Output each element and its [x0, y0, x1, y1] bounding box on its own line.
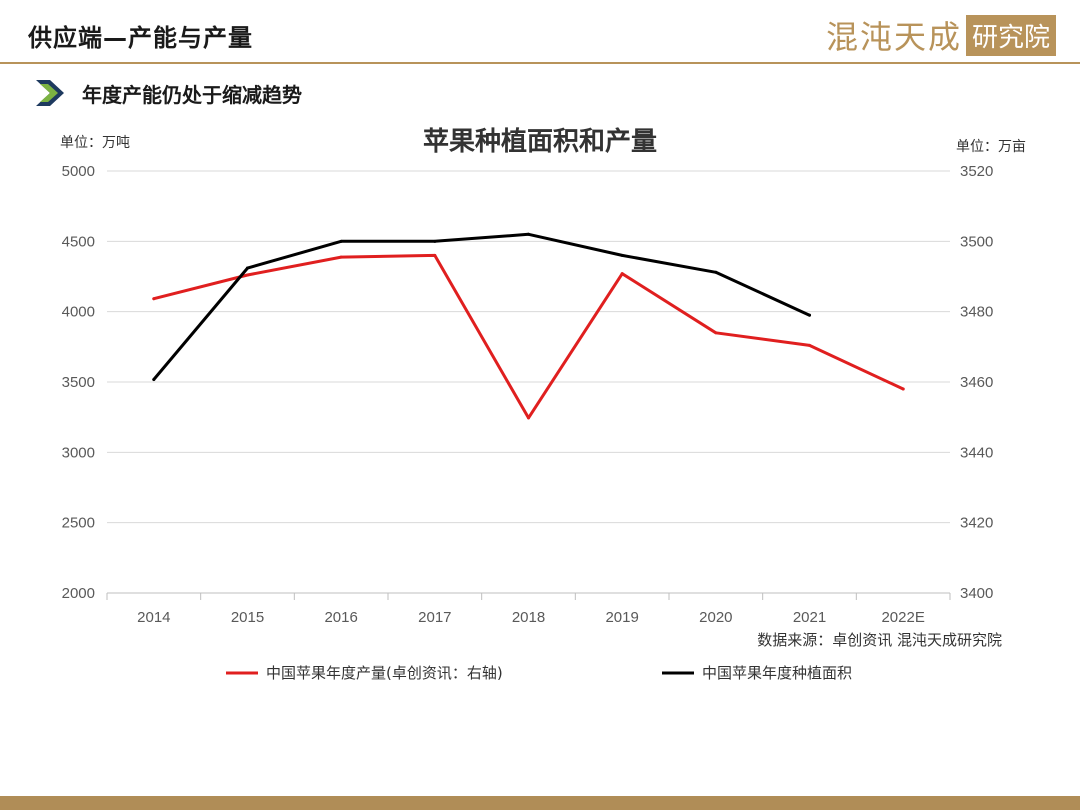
chevron-right-icon	[36, 80, 64, 106]
x-axis-tick-label: 2015	[231, 609, 264, 626]
x-axis-tick-label: 2014	[137, 609, 170, 626]
logo: 混沌天成 研究院	[826, 12, 1056, 58]
series-1-point	[152, 297, 156, 301]
series-2-point	[246, 266, 249, 270]
footer-band	[0, 796, 1080, 810]
right-axis-tick: 3460	[960, 374, 993, 391]
series-1-point	[620, 272, 624, 276]
series-2-point	[620, 253, 624, 257]
x-axis-tick-label: 2016	[324, 609, 357, 626]
left-axis-tick: 2500	[62, 515, 95, 532]
logo-seal: 研究院	[965, 14, 1056, 56]
left-axis-tick: 5000	[62, 163, 95, 180]
right-axis-tick: 3480	[960, 304, 993, 321]
series-1-point	[808, 343, 811, 347]
series-2-point	[808, 313, 811, 317]
series-2-point	[527, 232, 530, 236]
right-axis-tick: 3400	[960, 585, 993, 602]
section-title: 年度产能仍处于缩减趋势	[82, 82, 302, 107]
series-line-2	[152, 232, 811, 381]
series-line-1	[152, 253, 905, 420]
x-axis-tick-label: 2022E	[881, 609, 924, 626]
series-1-point	[527, 416, 530, 420]
series-2-point	[714, 270, 718, 274]
right-axis-tick: 3500	[960, 233, 993, 250]
left-axis-unit: 单位：万吨	[60, 135, 130, 151]
x-axis-tick-label: 2021	[793, 609, 826, 626]
header-divider	[0, 62, 1080, 64]
series-1-point	[901, 387, 905, 391]
left-axis-tick: 3000	[62, 444, 95, 461]
left-axis-tick: 4500	[62, 233, 95, 250]
page-title: 供应端—产能与产量	[28, 24, 253, 52]
x-axis-tick-label: 2019	[605, 609, 638, 626]
x-axis-tick-label: 2020	[699, 609, 732, 626]
legend-label-2: 中国苹果年度种植面积	[702, 664, 852, 682]
source-label: 数据来源：卓创资讯 混沌天成研究院	[757, 631, 1002, 649]
left-axis-tick: 3500	[62, 374, 95, 391]
right-axis-tick: 3440	[960, 444, 993, 461]
series-2-point	[339, 239, 343, 243]
chart-title: 苹果种植面积和产量	[423, 127, 657, 157]
x-axis-tick-label: 2017	[418, 609, 451, 626]
series-2-point	[433, 239, 437, 243]
series-1-point	[714, 331, 718, 335]
legend-label-1: 中国苹果年度产量(卓创资讯：右轴)	[266, 664, 503, 682]
series-1-point	[246, 273, 249, 277]
series-2-point	[152, 377, 156, 381]
left-axis-tick: 2000	[62, 585, 95, 602]
series-1-point	[433, 253, 437, 257]
series-1-point	[339, 255, 343, 259]
right-axis-tick: 3520	[960, 163, 993, 180]
right-axis-tick: 3420	[960, 515, 993, 532]
section-heading: 年度产能仍处于缩减趋势	[34, 78, 302, 108]
logo-text: 混沌天成	[825, 18, 962, 56]
left-axis-tick: 4000	[62, 304, 95, 321]
right-axis-unit: 单位：万亩	[956, 138, 1026, 155]
x-axis-tick-label: 2018	[512, 609, 545, 626]
